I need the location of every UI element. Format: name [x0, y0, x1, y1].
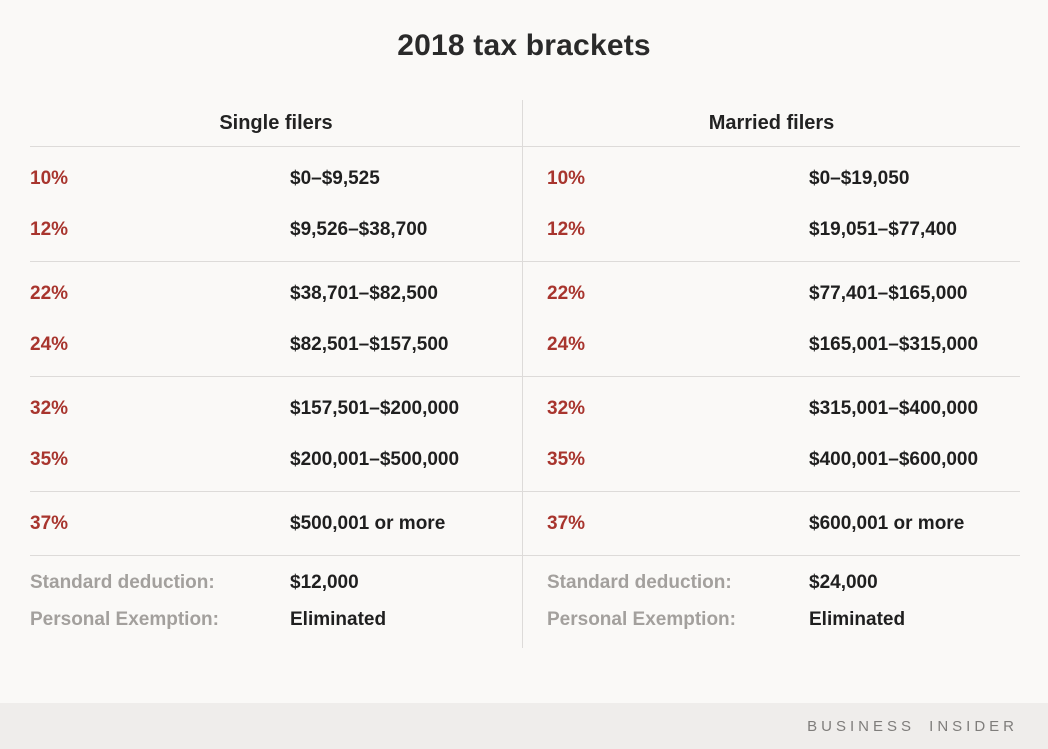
page-title: 2018 tax brackets — [397, 29, 651, 62]
tax-rate: 35% — [30, 448, 69, 470]
bracket-group-3: 32% $315,001–$400,000 35% $400,001–$600,… — [523, 377, 1020, 492]
business-insider-logo: BUSINESS INSIDER — [807, 717, 1018, 735]
income-range: $82,501–$157,500 — [290, 333, 449, 355]
bracket-row: 10% $0–$9,525 — [30, 153, 522, 204]
tax-rate: 22% — [30, 282, 69, 304]
bracket-row: 24% $165,001–$315,000 — [523, 319, 1020, 370]
bracket-group-1: 10% $0–$9,525 12% $9,526–$38,700 — [30, 147, 522, 262]
footer-row: Personal Exemption: Eliminated — [523, 601, 1020, 638]
bracket-group-2: 22% $77,401–$165,000 24% $165,001–$315,0… — [523, 262, 1020, 377]
bracket-row: 12% $19,051–$77,400 — [523, 204, 1020, 255]
bracket-row: 10% $0–$19,050 — [523, 153, 1020, 204]
bracket-group-2: 22% $38,701–$82,500 24% $82,501–$157,500 — [30, 262, 522, 377]
income-range: $500,001 or more — [290, 512, 446, 534]
income-range: $9,526–$38,700 — [290, 218, 428, 240]
tax-rate: 37% — [547, 512, 586, 534]
income-range: $0–$9,525 — [290, 167, 380, 189]
tax-rate: 10% — [547, 167, 586, 189]
tax-rate: 10% — [30, 167, 69, 189]
personal-exemption-label: Personal Exemption: — [547, 608, 736, 630]
bracket-row: 32% $315,001–$400,000 — [523, 383, 1020, 434]
income-range: $157,501–$200,000 — [290, 397, 460, 419]
column-header-single: Single filers — [30, 100, 522, 147]
standard-deduction-value: $12,000 — [290, 571, 359, 593]
tax-rate: 12% — [547, 218, 586, 240]
tax-table: Single filers 10% $0–$9,525 12% $9,526–$… — [0, 100, 1048, 648]
bracket-row: 22% $38,701–$82,500 — [30, 268, 522, 319]
bracket-row: 22% $77,401–$165,000 — [523, 268, 1020, 319]
bracket-group-3: 32% $157,501–$200,000 35% $200,001–$500,… — [30, 377, 522, 492]
income-range: $200,001–$500,000 — [290, 448, 460, 470]
bracket-row: 37% $500,001 or more — [30, 498, 522, 549]
income-range: $400,001–$600,000 — [809, 448, 979, 470]
married-filers-column: Married filers 10% $0–$19,050 12% $19,05… — [523, 100, 1048, 648]
income-range: $77,401–$165,000 — [809, 282, 968, 304]
footer-row: Standard deduction: $12,000 — [30, 564, 522, 601]
footer-row: Standard deduction: $24,000 — [523, 564, 1020, 601]
column-footer-married: Standard deduction: $24,000 Personal Exe… — [523, 556, 1020, 648]
income-range: $38,701–$82,500 — [290, 282, 438, 304]
standard-deduction-label: Standard deduction: — [547, 571, 732, 593]
personal-exemption-value: Eliminated — [809, 608, 906, 630]
income-range: $600,001 or more — [809, 512, 965, 534]
bracket-row: 35% $400,001–$600,000 — [523, 434, 1020, 485]
standard-deduction-label: Standard deduction: — [30, 571, 215, 593]
income-range: $315,001–$400,000 — [809, 397, 979, 419]
personal-exemption-label: Personal Exemption: — [30, 608, 219, 630]
personal-exemption-value: Eliminated — [290, 608, 387, 630]
tax-rate: 22% — [547, 282, 586, 304]
bracket-row: 35% $200,001–$500,000 — [30, 434, 522, 485]
bracket-group-1: 10% $0–$19,050 12% $19,051–$77,400 — [523, 147, 1020, 262]
tax-rate: 24% — [547, 333, 586, 355]
tax-rate: 35% — [547, 448, 586, 470]
income-range: $19,051–$77,400 — [809, 218, 957, 240]
tax-rate: 24% — [30, 333, 69, 355]
footer-row: Personal Exemption: Eliminated — [30, 601, 522, 638]
bracket-row: 12% $9,526–$38,700 — [30, 204, 522, 255]
bracket-row: 24% $82,501–$157,500 — [30, 319, 522, 370]
column-header-married: Married filers — [523, 100, 1020, 147]
bracket-row: 32% $157,501–$200,000 — [30, 383, 522, 434]
tax-rate: 32% — [30, 397, 69, 419]
branding-bar: BUSINESS INSIDER — [0, 703, 1048, 749]
single-filers-column: Single filers 10% $0–$9,525 12% $9,526–$… — [0, 100, 523, 648]
bracket-row: 37% $600,001 or more — [523, 498, 1020, 549]
standard-deduction-value: $24,000 — [809, 571, 878, 593]
column-footer-single: Standard deduction: $12,000 Personal Exe… — [30, 556, 522, 648]
tax-rate: 12% — [30, 218, 69, 240]
tax-rate: 32% — [547, 397, 586, 419]
bracket-group-4: 37% $500,001 or more — [30, 492, 522, 556]
income-range: $0–$19,050 — [809, 167, 910, 189]
bracket-group-4: 37% $600,001 or more — [523, 492, 1020, 556]
tax-rate: 37% — [30, 512, 69, 534]
income-range: $165,001–$315,000 — [809, 333, 979, 355]
tax-brackets-infographic: 2018 tax brackets Single filers 10% $0–$… — [0, 26, 1048, 749]
